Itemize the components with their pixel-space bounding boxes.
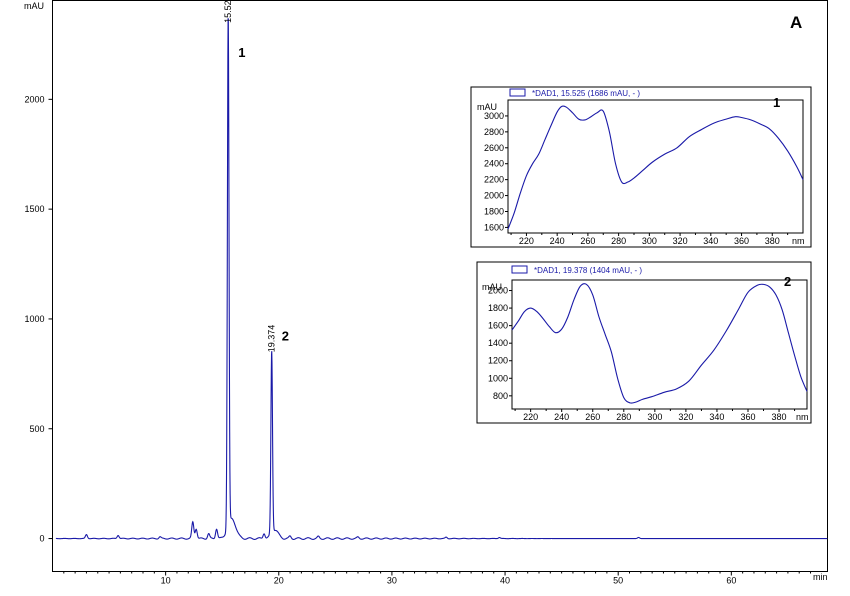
spectrum-1-x-unit-label: nm [792, 236, 805, 246]
uv-spectrum-1-inset: *DAD1, 15.525 (1686 mAU, - ) mAU nm 1 16… [470, 86, 812, 248]
spectrum-x-tick-label: 320 [673, 236, 688, 246]
spectrum-2-legend: *DAD1, 19.378 (1404 mAU, - ) [511, 265, 642, 275]
spectrum-1-y-unit-label: mAU [477, 102, 497, 112]
uv-spectrum-2-inset: *DAD1, 19.378 (1404 mAU, - ) mAU nm 2 80… [476, 261, 812, 424]
spectrum-2-plot-frame [511, 279, 808, 410]
main-x-tick-label: 50 [613, 576, 623, 586]
spectrum-2-trace [511, 283, 808, 404]
main-x-tick-label: 60 [726, 576, 736, 586]
main-y-tick-label: 500 [29, 424, 44, 434]
main-y-tick-label: 2000 [24, 94, 44, 104]
spectrum-x-tick-label: 320 [678, 412, 693, 422]
spectrum-x-tick-label: 220 [523, 412, 538, 422]
spectrum-x-tick-label: 240 [554, 412, 569, 422]
spectrum-1-trace [507, 105, 804, 230]
spectrum-y-tick-label: 1600 [488, 321, 508, 331]
spectrum-1-plot-frame [507, 99, 804, 234]
spectrum-y-tick-label: 2200 [484, 175, 504, 185]
spectrum-x-tick-label: 300 [642, 236, 657, 246]
panel-label: A [790, 13, 802, 32]
spectrum-x-tick-label: 340 [703, 236, 718, 246]
spectrum-x-tick-label: 380 [765, 236, 780, 246]
spectrum-y-tick-label: 1800 [484, 206, 504, 216]
main-y-tick-label: 0 [39, 534, 44, 544]
spectrum-2-legend-text: *DAD1, 19.378 (1404 mAU, - ) [534, 266, 642, 275]
spectrum-2-x-unit-label: nm [796, 412, 809, 422]
main-x-axis: 10 20 30 40 50 60 [63, 571, 812, 586]
main-chromatogram-trace [55, 18, 828, 540]
spectrum-1-legend-text: *DAD1, 15.525 (1686 mAU, - ) [532, 89, 640, 98]
spectrum-y-tick-label: 2000 [488, 286, 508, 296]
spectrum-x-tick-label: 380 [772, 412, 787, 422]
main-x-tick-label: 30 [387, 576, 397, 586]
spectrum-x-tick-label: 280 [611, 236, 626, 246]
spectrum-y-tick-label: 2600 [484, 143, 504, 153]
spectrum-y-tick-label: 2800 [484, 127, 504, 137]
spectrum-x-tick-label: 360 [734, 236, 749, 246]
spectrum-x-tick-label: 300 [647, 412, 662, 422]
main-peak-labels: 15.529 1 19.374 2 [223, 0, 289, 352]
main-chromatogram-chart: 0 500 1000 1500 2000 10 20 30 40 50 60 15.529 1 19.… [24, 0, 828, 586]
spectrum-x-tick-label: 280 [616, 412, 631, 422]
peak-number-label: 1 [238, 45, 245, 60]
main-x-unit-label: min [813, 572, 828, 582]
spectrum-y-tick-label: 1600 [484, 222, 504, 232]
peak-retention-time-label: 19.374 [267, 325, 277, 353]
main-y-tick-label: 1500 [24, 204, 44, 214]
spectrum-x-tick-label: 240 [550, 236, 565, 246]
spectrum-1-x-axis: 220 240 260 280 300 320 340 360 380 [510, 233, 789, 246]
main-x-tick-label: 40 [500, 576, 510, 586]
spectrum-y-tick-label: 2000 [484, 191, 504, 201]
spectrum-x-tick-label: 360 [740, 412, 755, 422]
main-plot-frame [52, 0, 828, 572]
spectrum-2-y-unit-label: mAU [482, 282, 502, 292]
spectrum-2-corner-label: 2 [784, 274, 791, 289]
spectrum-y-tick-label: 2400 [484, 159, 504, 169]
spectrum-2-x-axis: 220 240 260 280 300 320 340 360 380 [514, 409, 796, 422]
main-x-tick-label: 20 [274, 576, 284, 586]
main-y-unit-label: mAU [24, 1, 44, 11]
spectrum-x-tick-label: 340 [709, 412, 724, 422]
spectrum-1-corner-label: 1 [773, 95, 780, 110]
spectrum-y-tick-label: 800 [493, 391, 508, 401]
peak-number-label: 2 [282, 328, 289, 343]
spectrum-x-tick-label: 260 [580, 236, 595, 246]
spectrum-1-y-axis: 1600 1800 2000 2200 2400 2600 2800 3000 [484, 111, 508, 232]
spectrum-y-tick-label: 1200 [488, 356, 508, 366]
spectrum-x-tick-label: 260 [585, 412, 600, 422]
spectrum-y-tick-label: 1000 [488, 373, 508, 383]
spectrum-1-legend: *DAD1, 15.525 (1686 mAU, - ) [509, 88, 640, 98]
spectrum-2-y-axis: 800 1000 1200 1400 1600 1800 2000 [488, 286, 512, 401]
spectrum-y-tick-label: 1400 [488, 338, 508, 348]
main-y-tick-label: 1000 [24, 314, 44, 324]
spectrum-2-legend-swatch [511, 265, 528, 274]
spectrum-1-legend-swatch [509, 88, 526, 97]
main-y-axis: 0 500 1000 1500 2000 [24, 94, 53, 544]
peak-retention-time-label: 15.529 [223, 0, 233, 23]
spectrum-x-tick-label: 220 [519, 236, 534, 246]
spectrum-y-tick-label: 1800 [488, 303, 508, 313]
main-x-tick-label: 10 [161, 576, 171, 586]
spectrum-y-tick-label: 3000 [484, 111, 504, 121]
